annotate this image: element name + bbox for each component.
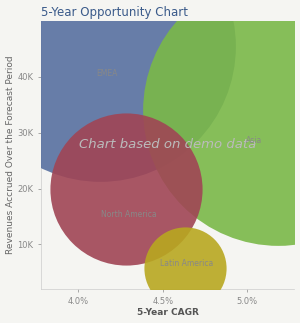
Text: EMEA: EMEA xyxy=(96,68,118,78)
Text: Latin America: Latin America xyxy=(160,259,213,268)
Point xyxy=(123,186,128,191)
Text: North America: North America xyxy=(101,210,157,219)
Text: Asia: Asia xyxy=(246,136,262,144)
Point xyxy=(275,108,280,113)
Point xyxy=(98,44,103,49)
Y-axis label: Revenues Accrued Over the Forecast Period: Revenues Accrued Over the Forecast Perio… xyxy=(6,56,15,255)
Text: 5-Year Opportunity Chart: 5-Year Opportunity Chart xyxy=(41,5,188,18)
Point xyxy=(182,265,187,270)
Text: Chart based on demo data: Chart based on demo data xyxy=(79,138,256,151)
X-axis label: 5-Year CAGR: 5-Year CAGR xyxy=(137,308,199,318)
